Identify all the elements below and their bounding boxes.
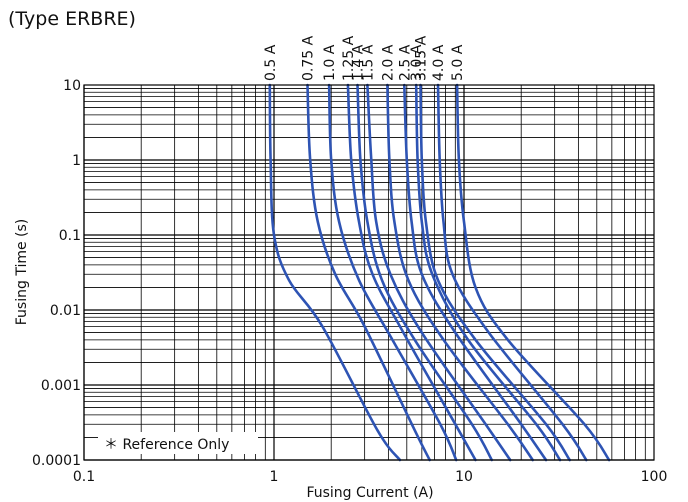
fuse-curve <box>455 83 611 462</box>
series-label: 0.5 A <box>263 44 279 81</box>
fuse-curve <box>268 83 402 462</box>
x-tick-label: 10 <box>455 469 473 485</box>
series-label: 1.4 A <box>351 44 367 81</box>
series-label: 4.0 A <box>431 44 447 81</box>
series-label: 2.0 A <box>380 44 396 81</box>
series-label: 1.25 A <box>341 35 357 81</box>
x-tick-label: 1 <box>270 469 279 485</box>
reference-note-box <box>98 432 258 454</box>
x-tick-label: 100 <box>641 469 668 485</box>
fuse-curve <box>436 83 588 462</box>
series-labels: 0.5 A 0.75 A 1.0 A 1.25 A1.4 A1.5 A 2.0 A 2.5… <box>263 35 466 81</box>
fuse-curve <box>403 83 548 462</box>
fuse-curve <box>366 83 512 462</box>
y-tick-label: 0.0001 <box>32 453 81 469</box>
x-axis-label: Fusing Current (A) <box>306 485 433 501</box>
tick-labels: 0.1 1 10 100 0.0001 0.001 0.01 0.1 1 10 <box>32 78 667 485</box>
y-tick-label: 0.1 <box>59 228 81 244</box>
series-label: 3.15 A <box>414 35 430 81</box>
series-label: 2.5 A <box>397 44 413 81</box>
series-label: 5.0 A <box>450 44 466 81</box>
series-label: 1.5 A <box>360 44 376 81</box>
y-tick-label: 0.01 <box>50 303 81 319</box>
reference-note: ＊ Reference Only <box>104 437 229 453</box>
chart-title: (Type ERBRE) <box>8 8 136 30</box>
fuse-curve <box>419 83 571 462</box>
fuse-curve <box>386 83 534 462</box>
x-tick-label: 0.1 <box>73 469 95 485</box>
curve-group <box>268 83 611 462</box>
fuse-curve <box>306 83 431 462</box>
fuse-curve <box>346 83 477 462</box>
fuse-curve <box>414 83 562 462</box>
series-label: 0.75 A <box>301 35 317 81</box>
series-label: 3.0 A <box>409 44 425 81</box>
y-tick-label: 0.001 <box>41 378 81 394</box>
y-tick-label: 10 <box>63 78 81 94</box>
plot-frame <box>83 84 655 461</box>
fuse-curve <box>327 83 458 462</box>
fuse-curve <box>356 83 494 462</box>
y-axis-label: Fusing Time (s) <box>14 219 30 325</box>
y-tick-label: 1 <box>72 153 81 169</box>
series-label: 1.0 A <box>322 44 338 81</box>
